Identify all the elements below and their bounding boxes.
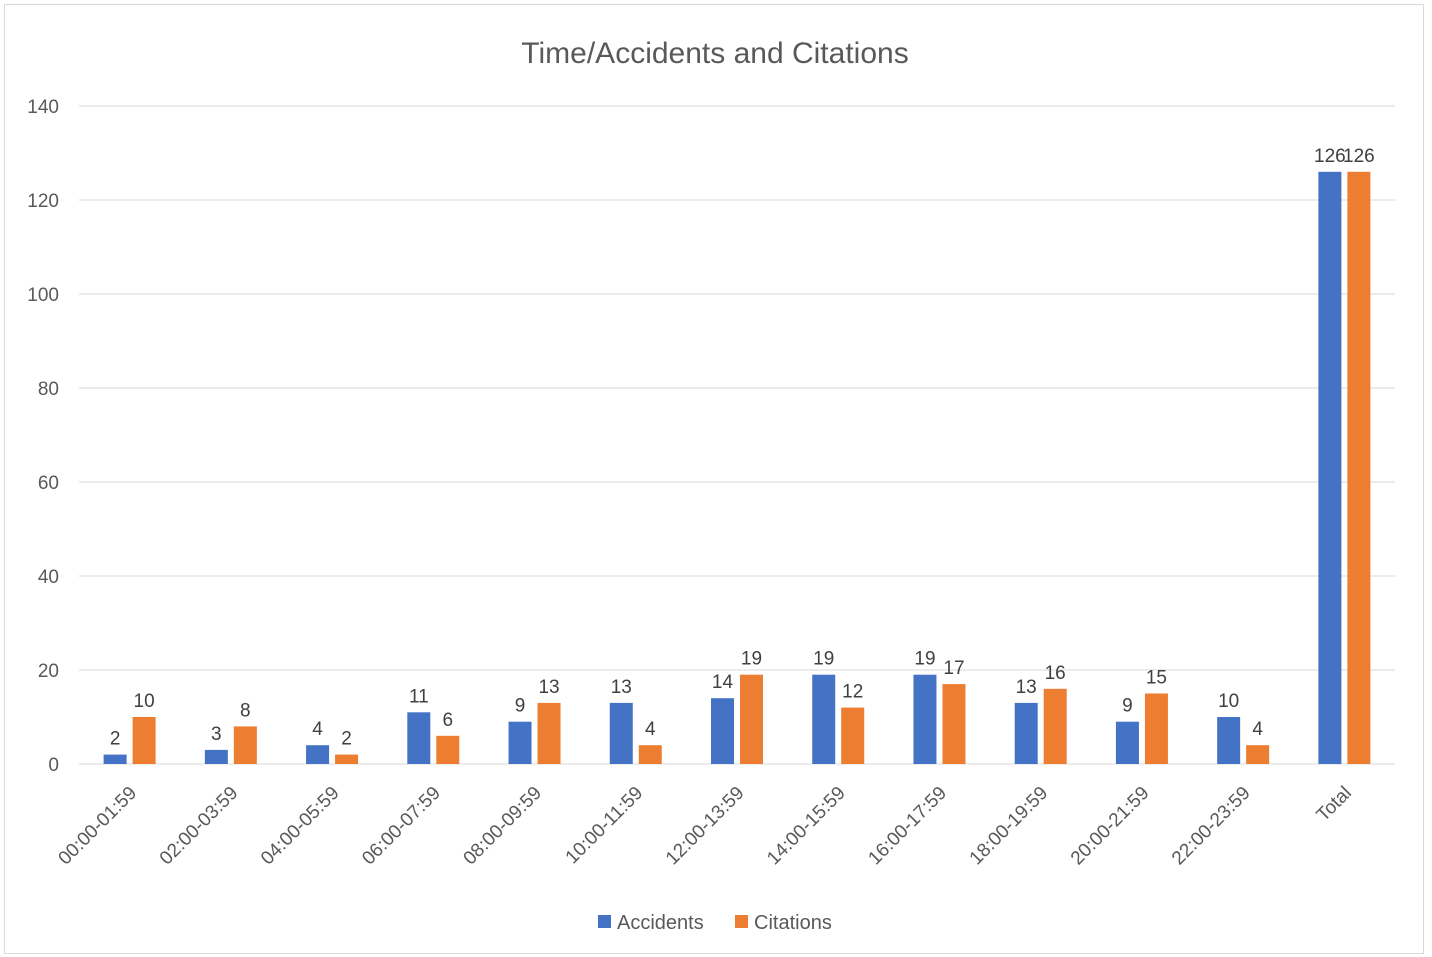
citations-data-label: 126 xyxy=(1343,146,1375,167)
citations-data-label: 2 xyxy=(341,729,352,750)
citations-data-label: 8 xyxy=(240,700,251,721)
chart-title: Time/Accidents and Citations xyxy=(521,37,908,70)
citations-data-label: 17 xyxy=(943,658,964,679)
citations-bar xyxy=(1347,171,1371,765)
legend-swatch-accidents xyxy=(598,915,611,928)
accidents-bar xyxy=(306,745,330,764)
citations-data-label: 10 xyxy=(134,691,155,712)
citations-data-label: 16 xyxy=(1045,663,1066,684)
legend-label-accidents: Accidents xyxy=(617,912,704,934)
accidents-data-label: 9 xyxy=(515,696,526,717)
y-tick-label: 140 xyxy=(27,97,59,118)
y-tick-label: 120 xyxy=(27,191,59,212)
accidents-data-label: 19 xyxy=(813,649,834,670)
y-tick-label: 40 xyxy=(38,567,59,588)
citations-bar xyxy=(436,735,460,764)
x-category-label: Total xyxy=(1313,783,1356,826)
accidents-bar xyxy=(103,754,127,764)
citations-data-label: 15 xyxy=(1146,668,1167,689)
accidents-bar xyxy=(204,749,228,764)
chart-frame: Time/Accidents and Citations 0 20 40 60 80 10… xyxy=(4,4,1424,954)
x-category-label: 00:00-01:59 xyxy=(55,783,142,870)
x-axis-categories: 00:00-01:59 02:00-03:59 04:00-05:59 06:00-0… xyxy=(55,783,1356,870)
x-category-label: 06:00-07:59 xyxy=(358,783,445,870)
accidents-data-label: 9 xyxy=(1122,696,1133,717)
x-category-label: 04:00-05:59 xyxy=(257,783,344,870)
x-category-label: 20:00-21:59 xyxy=(1067,783,1154,870)
citations-bar xyxy=(537,702,561,764)
accidents-data-label: 13 xyxy=(1016,677,1037,698)
accidents-bar xyxy=(1318,171,1342,765)
legend: Accidents Citations xyxy=(598,912,832,934)
accidents-bar xyxy=(1115,721,1139,764)
accidents-data-label: 3 xyxy=(211,724,222,745)
legend-label-citations: Citations xyxy=(754,912,832,934)
accidents-bar xyxy=(609,702,633,764)
x-category-label: 16:00-17:59 xyxy=(864,783,951,870)
accidents-data-label: 4 xyxy=(312,719,323,740)
gridlines xyxy=(79,105,1395,765)
x-category-label: 22:00-23:59 xyxy=(1168,783,1255,870)
accidents-data-label: 14 xyxy=(712,672,734,693)
accidents-bar xyxy=(812,674,836,764)
x-category-label: 12:00-13:59 xyxy=(662,783,749,870)
accidents-data-label: 13 xyxy=(611,677,632,698)
accidents-bar xyxy=(913,674,937,764)
citations-data-label: 4 xyxy=(1252,719,1263,740)
accidents-data-label: 11 xyxy=(409,686,429,707)
accidents-bar xyxy=(1014,702,1038,764)
legend-swatch-citations xyxy=(735,915,748,928)
x-category-label: 14:00-15:59 xyxy=(763,783,850,870)
citations-data-label: 4 xyxy=(645,719,656,740)
citations-data-label: 13 xyxy=(538,677,559,698)
accidents-bar xyxy=(711,698,734,764)
y-tick-label: 0 xyxy=(48,755,59,776)
citations-bar xyxy=(233,726,257,764)
accidents-data-label: 19 xyxy=(914,649,935,670)
y-tick-label: 20 xyxy=(38,661,59,682)
accidents-bar xyxy=(407,712,431,764)
accidents-data-label: 126 xyxy=(1314,146,1346,167)
y-tick-label: 100 xyxy=(27,285,59,306)
citations-bar xyxy=(335,754,359,764)
x-category-label: 08:00-09:59 xyxy=(460,783,547,870)
citations-bar xyxy=(1144,693,1168,764)
y-axis-ticks: 0 20 40 60 80 100 120 140 xyxy=(27,97,59,776)
accidents-bar xyxy=(508,721,532,764)
citations-data-label: 6 xyxy=(443,710,454,731)
y-tick-label: 80 xyxy=(38,379,59,400)
citations-data-label: 12 xyxy=(842,682,863,703)
citations-bar xyxy=(841,707,865,764)
citations-bar xyxy=(1246,745,1270,764)
citations-bar xyxy=(1043,688,1067,764)
x-category-label: 10:00-11:59 xyxy=(562,783,648,869)
x-category-label: 18:00-19:59 xyxy=(966,783,1053,870)
citations-bar xyxy=(942,684,966,764)
citations-bar xyxy=(638,745,662,764)
citations-bar xyxy=(740,674,763,764)
chart-svg: Time/Accidents and Citations 0 20 40 60 80 10… xyxy=(27,37,1395,934)
citations-bar xyxy=(132,717,156,764)
accidents-bar xyxy=(1217,717,1241,764)
bars xyxy=(103,171,1371,765)
accidents-data-label: 10 xyxy=(1218,691,1239,712)
accidents-data-label: 2 xyxy=(110,729,121,750)
citations-data-label: 19 xyxy=(741,649,762,670)
x-category-label: 02:00-03:59 xyxy=(156,783,243,870)
y-tick-label: 60 xyxy=(38,473,59,494)
